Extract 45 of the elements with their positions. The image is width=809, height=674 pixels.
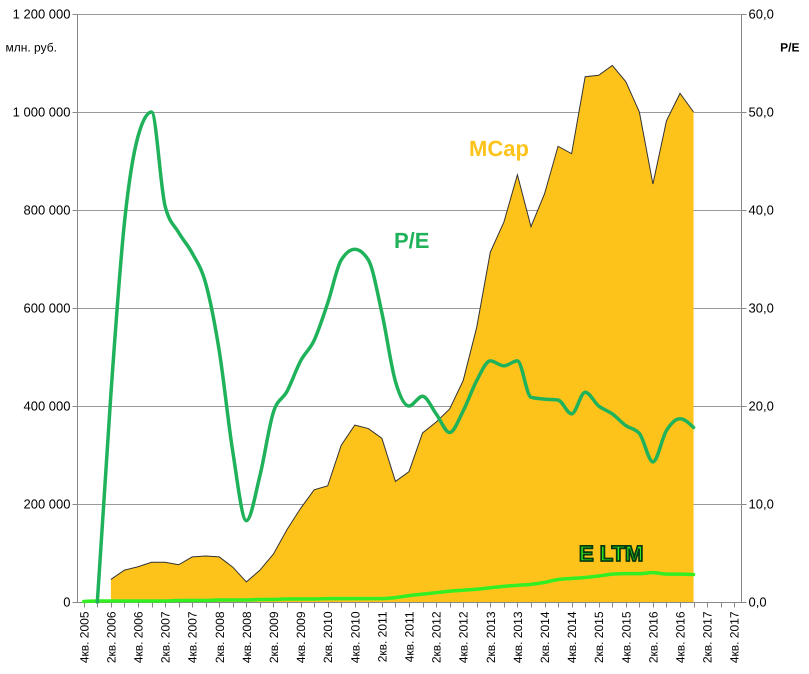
x-tick-label: 2кв. 2013 [484, 611, 498, 664]
x-tick-label: 2кв. 2014 [538, 611, 552, 664]
y-tick-label: 1 200 000 [12, 6, 70, 22]
x-tick-label: 4кв. 2005 [77, 611, 92, 664]
y-tick-label: 1 000 000 [12, 104, 70, 120]
y-tick-label: 200 000 [24, 496, 70, 512]
y2-tick-label: 10,0 [748, 496, 774, 512]
y2-tick-label: 60,0 [748, 6, 774, 22]
line-series [82, 570, 696, 604]
y2-tick-label: 30,0 [748, 300, 774, 316]
series-label: E LTM [579, 541, 644, 566]
series-label: MCap [469, 136, 529, 161]
y-tick-label: 800 000 [24, 202, 70, 218]
x-tick-label: 2кв. 2010 [321, 611, 336, 664]
y-axis-title: млн. руб. [6, 40, 57, 54]
y-tick-label: 600 000 [24, 300, 70, 316]
series-label: P/E [394, 228, 430, 253]
x-tick-label: 2кв. 2008 [212, 611, 227, 664]
y2-tick-label: 20,0 [748, 398, 774, 414]
x-tick-label: 4кв. 2013 [510, 611, 525, 664]
x-tick-label: 2кв. 2009 [266, 611, 281, 664]
x-tick-label: 2кв. 2012 [430, 611, 444, 664]
x-tick-label: 2кв. 2006 [104, 611, 118, 664]
x-tick-label: 4кв. 2006 [131, 611, 146, 664]
x-tick-label: 4кв. 2009 [294, 611, 308, 664]
x-tick-label: 4кв. 2011 [402, 611, 416, 662]
x-tick-label: 4кв. 2017 [728, 611, 742, 664]
x-tick-label: 2кв. 2016 [646, 611, 660, 664]
x-tick-label: 4кв. 2016 [674, 611, 688, 664]
y2-tick-label: 50,0 [748, 104, 774, 120]
y-tick-label: 0 [63, 594, 70, 610]
x-tick-label: 4кв. 2015 [619, 611, 634, 664]
y2-tick-label: 40,0 [748, 202, 774, 218]
x-tick-label: 4кв. 2014 [565, 611, 580, 664]
x-tick-label: 2кв. 2007 [158, 611, 173, 664]
y-tick-label: 400 000 [24, 398, 70, 414]
x-tick-label: 2кв. 2015 [592, 611, 606, 664]
x-tick-label: 4кв. 2008 [240, 611, 254, 664]
x-tick-label: 4кв. 2007 [186, 611, 200, 664]
y2-axis-title: P/E [780, 40, 800, 54]
x-tick-label: 2кв. 2017 [700, 611, 715, 664]
x-tick-label: 4кв. 2010 [348, 611, 362, 664]
y2-tick-label: 0,0 [748, 594, 767, 610]
x-tick-label: 4кв. 2012 [456, 611, 471, 664]
x-tick-label: 2кв. 2011 [375, 611, 390, 662]
